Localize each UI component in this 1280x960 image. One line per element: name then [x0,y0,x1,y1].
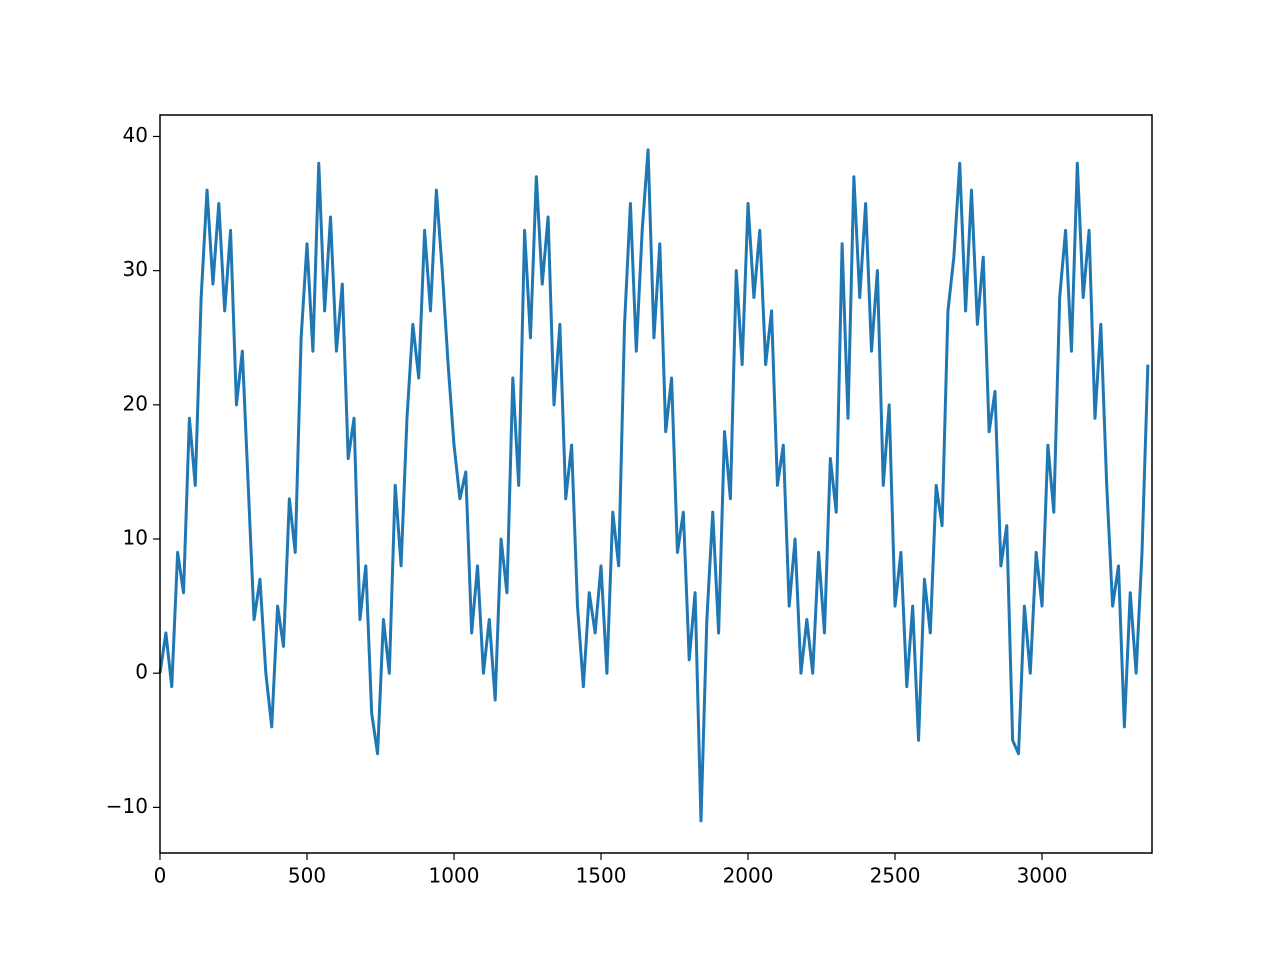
y-tick-label: −10 [106,794,148,818]
x-tick-label: 3000 [1017,864,1068,888]
plot-area [158,148,1150,823]
y-tick-label: 40 [123,123,148,147]
y-tick-label: 20 [123,391,148,415]
x-tick-label: 0 [154,864,167,888]
y-tick-label: 30 [123,257,148,281]
x-tick-label: 2500 [870,864,921,888]
x-tick-label: 500 [288,864,326,888]
y-tick-label: 0 [135,660,148,684]
axes-frame [159,114,1153,854]
y-tick-label: 10 [123,526,148,550]
x-tick-label: 2000 [723,864,774,888]
data-line [158,148,1150,823]
x-tick-label: 1500 [576,864,627,888]
x-tick-label: 1000 [429,864,480,888]
